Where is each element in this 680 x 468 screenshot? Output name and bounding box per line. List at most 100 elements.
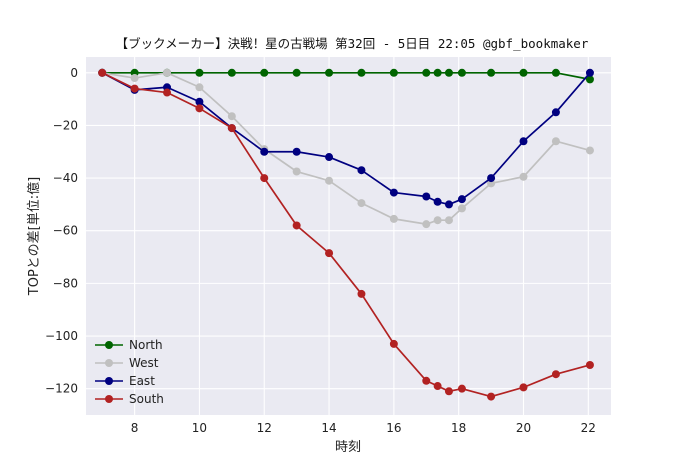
data-point-east: [292, 147, 301, 156]
data-point-west: [422, 220, 431, 229]
y-tick-label: −120: [45, 382, 78, 396]
legend-label-north: North: [129, 338, 163, 352]
data-point-south: [444, 387, 453, 396]
data-point-west: [195, 83, 204, 92]
x-tick-label: 16: [386, 421, 401, 435]
data-point-east: [551, 108, 560, 117]
data-point-east: [325, 153, 334, 162]
data-point-west: [130, 74, 139, 83]
legend-marker-south: [105, 395, 113, 403]
data-point-west: [551, 137, 560, 146]
y-tick-label: −40: [53, 171, 78, 185]
data-point-south: [551, 370, 560, 379]
data-point-west: [163, 68, 172, 77]
legend-label-east: East: [129, 374, 155, 388]
data-point-south: [130, 84, 139, 93]
data-point-south: [195, 104, 204, 113]
x-tick-label: 22: [581, 421, 596, 435]
data-point-east: [444, 200, 453, 209]
series-line-east: [101, 72, 591, 206]
data-point-east: [389, 188, 398, 197]
x-tick-label: 12: [257, 421, 272, 435]
data-point-west: [292, 167, 301, 176]
data-point-south: [487, 392, 496, 401]
data-point-east: [585, 68, 594, 77]
x-tick-label: 10: [192, 421, 207, 435]
data-point-west: [389, 214, 398, 223]
data-point-north: [227, 68, 236, 77]
data-point-east: [487, 174, 496, 183]
x-tick-label: 8: [131, 421, 139, 435]
data-point-east: [519, 137, 528, 146]
data-point-south: [325, 249, 334, 258]
data-point-north: [357, 68, 366, 77]
data-point-south: [422, 376, 431, 385]
data-point-north: [292, 68, 301, 77]
y-tick-label: −100: [45, 329, 78, 343]
legend-marker-north: [105, 341, 113, 349]
data-point-south: [98, 68, 107, 77]
data-point-north: [519, 68, 528, 77]
data-point-west: [357, 199, 366, 208]
data-point-west: [457, 204, 466, 213]
legend-marker-east: [105, 377, 113, 385]
data-point-north: [422, 68, 431, 77]
data-point-south: [585, 360, 594, 369]
data-point-east: [433, 197, 442, 206]
series-line-south: [101, 72, 591, 398]
y-axis-label: TOPとの差[単位:億]: [26, 177, 42, 296]
data-point-east: [457, 195, 466, 204]
data-point-north: [389, 68, 398, 77]
data-point-south: [519, 383, 528, 392]
data-point-north: [444, 68, 453, 77]
series-line-north: [102, 71, 591, 81]
y-tick-label: −20: [53, 118, 78, 132]
series-south: [98, 68, 594, 401]
chart-title: 【ブックメーカー】決戦！星の古戦場 第32回 - 5日目 22:05 @gbf_…: [116, 36, 589, 51]
data-point-north: [195, 68, 204, 77]
data-point-west: [585, 146, 594, 155]
data-point-north: [551, 68, 560, 77]
legend-label-south: South: [129, 392, 164, 406]
plot-background: [86, 57, 611, 415]
data-point-south: [389, 339, 398, 348]
data-point-south: [457, 384, 466, 393]
data-point-south: [433, 382, 442, 391]
data-point-north: [260, 68, 269, 77]
legend-marker-west: [105, 359, 113, 367]
data-point-north: [433, 68, 442, 77]
series-lines: [98, 68, 594, 401]
data-point-east: [422, 192, 431, 201]
x-tick-labels: 8 10 12 14 16 18 20 22: [131, 421, 596, 435]
y-tick-label: 0: [70, 66, 78, 80]
data-point-west: [325, 176, 334, 185]
data-point-west: [444, 216, 453, 225]
data-point-south: [163, 88, 172, 97]
legend: North West East South: [95, 338, 164, 406]
data-point-west: [433, 216, 442, 225]
y-tick-labels: 0 −20 −40 −60 −80 −100 −120: [45, 66, 78, 396]
data-point-west: [227, 112, 236, 121]
data-point-east: [195, 97, 204, 106]
y-tick-label: −60: [53, 224, 78, 238]
data-point-south: [227, 124, 236, 133]
data-point-east: [357, 166, 366, 175]
x-tick-label: 14: [321, 421, 336, 435]
series-east: [98, 68, 594, 209]
x-tick-label: 20: [516, 421, 531, 435]
x-axis-label: 時刻: [335, 440, 361, 455]
series-west: [98, 68, 594, 229]
legend-label-west: West: [129, 356, 159, 370]
data-point-south: [292, 221, 301, 230]
data-point-east: [260, 147, 269, 156]
grid-lines: [86, 57, 611, 415]
data-point-north: [487, 68, 496, 77]
data-point-south: [260, 174, 269, 183]
data-point-north: [585, 75, 594, 84]
data-point-north: [457, 68, 466, 77]
x-tick-label: 18: [451, 421, 466, 435]
series-line-west: [102, 71, 591, 225]
y-tick-label: −80: [53, 276, 78, 290]
data-point-south: [357, 289, 366, 298]
